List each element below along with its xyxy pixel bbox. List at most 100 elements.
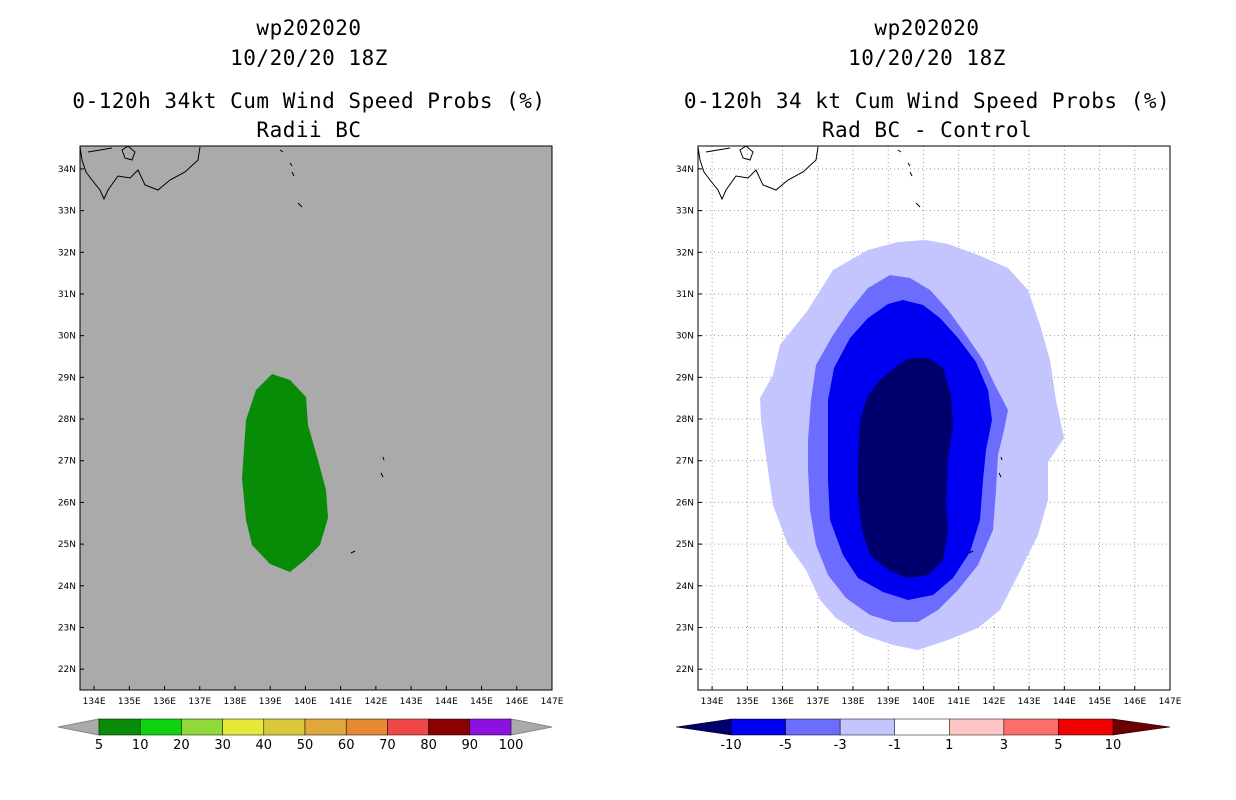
- colorbar-label: 1: [945, 738, 953, 753]
- map-background: [80, 146, 552, 690]
- colorbar-label: 10: [132, 738, 149, 753]
- lat-tick-label: 24N: [58, 582, 76, 592]
- colorbar-box: [345, 718, 388, 736]
- lon-tick-label: 141E: [329, 697, 352, 707]
- colorbar-low-arrow: [675, 718, 732, 736]
- diff-contour-below-minus10: [858, 358, 953, 578]
- lat-tick-label: 31N: [676, 290, 694, 300]
- lat-tick-label: 27N: [676, 457, 694, 467]
- map-radii-bc: 134E 135E 136E 137E 138E 139E 140E 141E 142E 143E…: [57, 145, 564, 753]
- product-subtitle: Rad BC - Control: [821, 118, 1033, 142]
- lat-tick-label: 26N: [676, 498, 694, 508]
- lon-tick-label: 138E: [842, 697, 865, 707]
- lat-tick-label: 30N: [676, 332, 694, 342]
- colorbar-label: 5: [95, 738, 103, 753]
- colorbar-label: -10: [720, 738, 741, 753]
- lat-tick-label: 23N: [676, 623, 694, 633]
- lat-tick-label: 25N: [676, 540, 694, 550]
- lat-tick-label: 33N: [58, 207, 76, 217]
- lon-tick-label: 139E: [259, 697, 282, 707]
- colorbar-box: [730, 718, 786, 736]
- lon-tick-label: 140E: [912, 697, 935, 707]
- lat-tick-label: 25N: [58, 540, 76, 550]
- colorbar-label: 70: [379, 738, 396, 753]
- lon-tick-label: 137E: [806, 697, 829, 707]
- colorbar-box: [785, 718, 841, 736]
- lon-tick-label: 146E: [1123, 697, 1146, 707]
- lat-tick-label: 33N: [676, 207, 694, 217]
- lat-tick-label: 29N: [58, 373, 76, 383]
- colorbar-low-arrow: [57, 718, 100, 736]
- lat-tick-label: 30N: [58, 332, 76, 342]
- axis-ticks: 134E 135E 136E 137E 138E 139E 140E 141E 142E 143E…: [58, 165, 564, 707]
- prob-contour-5-10: [242, 374, 328, 572]
- lon-tick-label: 145E: [470, 697, 493, 707]
- colorbar-box: [263, 718, 306, 736]
- lon-tick-label: 136E: [771, 697, 794, 707]
- lon-tick-label: 137E: [188, 697, 211, 707]
- colorbar-label: 5: [1054, 738, 1062, 753]
- lon-tick-label: 142E: [982, 697, 1005, 707]
- colorbar-box: [839, 718, 895, 736]
- colorbar-difference: -10 -5 -3 -1 1 3 5 10: [675, 718, 1171, 753]
- colorbar-label: -5: [779, 738, 792, 753]
- colorbar-box: [894, 718, 950, 736]
- lon-tick-label: 144E: [1053, 697, 1076, 707]
- lon-tick-label: 135E: [118, 697, 141, 707]
- coastlines: [79, 145, 385, 554]
- lon-tick-label: 144E: [435, 697, 458, 707]
- map-frame: [79, 145, 553, 691]
- lat-tick-label: 34N: [676, 165, 694, 175]
- lat-tick-label: 22N: [676, 665, 694, 675]
- colorbar-label: 50: [297, 738, 314, 753]
- lon-tick-label: 147E: [541, 697, 564, 707]
- lon-tick-label: 147E: [1159, 697, 1182, 707]
- coastlines: [697, 145, 1003, 554]
- storm-id: wp202020: [874, 16, 980, 40]
- valid-time: 10/20/20 18Z: [848, 46, 1006, 70]
- lon-tick-label: 134E: [83, 697, 106, 707]
- colorbar-box: [139, 718, 182, 736]
- lat-tick-label: 32N: [58, 248, 76, 258]
- colorbar-box: [222, 718, 265, 736]
- colorbar-label: 100: [499, 738, 524, 753]
- colorbar-high-arrow: [510, 718, 553, 736]
- lon-tick-label: 143E: [400, 697, 423, 707]
- lat-tick-label: 31N: [58, 290, 76, 300]
- colorbar-box: [181, 718, 223, 736]
- colorbar-label: 3: [1000, 738, 1008, 753]
- colorbar-label: 20: [173, 738, 190, 753]
- lat-tick-label: 29N: [676, 373, 694, 383]
- lat-tick-label: 34N: [58, 165, 76, 175]
- lat-tick-label: 23N: [58, 623, 76, 633]
- colorbar-label: -1: [888, 738, 901, 753]
- storm-id: wp202020: [256, 16, 362, 40]
- lat-tick-label: 26N: [58, 498, 76, 508]
- product-title: 0-120h 34 kt Cum Wind Speed Probs (%): [683, 89, 1171, 113]
- map-rad-bc-control: 134E 135E 136E 137E 138E 139E 140E 141E 142E 143E…: [675, 145, 1182, 753]
- lon-tick-label: 138E: [224, 697, 247, 707]
- lon-tick-label: 135E: [736, 697, 759, 707]
- colorbar-label: 30: [214, 738, 231, 753]
- lat-tick-label: 24N: [676, 582, 694, 592]
- lat-tick-label: 27N: [58, 457, 76, 467]
- product-subtitle: Radii BC: [256, 118, 362, 142]
- lon-tick-label: 140E: [294, 697, 317, 707]
- colorbar-probability: 5 10 20 30 40 50 60 70 80 90 100: [57, 718, 553, 753]
- valid-time: 10/20/20 18Z: [230, 46, 388, 70]
- lat-tick-label: 28N: [58, 415, 76, 425]
- panel-rad-bc-control: wp202020 10/20/20 18Z 0-120h 34 kt Cum W…: [618, 0, 1236, 800]
- product-title: 0-120h 34kt Cum Wind Speed Probs (%): [72, 89, 546, 113]
- lon-tick-label: 139E: [877, 697, 900, 707]
- colorbar-label: 90: [462, 738, 479, 753]
- colorbar-box: [949, 718, 1005, 736]
- lon-tick-label: 134E: [701, 697, 724, 707]
- map-frame: [697, 145, 1171, 691]
- colorbar-label: 40: [256, 738, 273, 753]
- colorbar-label: -3: [834, 738, 847, 753]
- colorbar-box: [1003, 718, 1059, 736]
- lon-tick-label: 146E: [505, 697, 528, 707]
- lon-tick-label: 136E: [153, 697, 176, 707]
- lat-tick-label: 22N: [58, 665, 76, 675]
- axis-ticks: 134E 135E 136E 137E 138E 139E 140E 141E 142E 143E…: [676, 165, 1182, 707]
